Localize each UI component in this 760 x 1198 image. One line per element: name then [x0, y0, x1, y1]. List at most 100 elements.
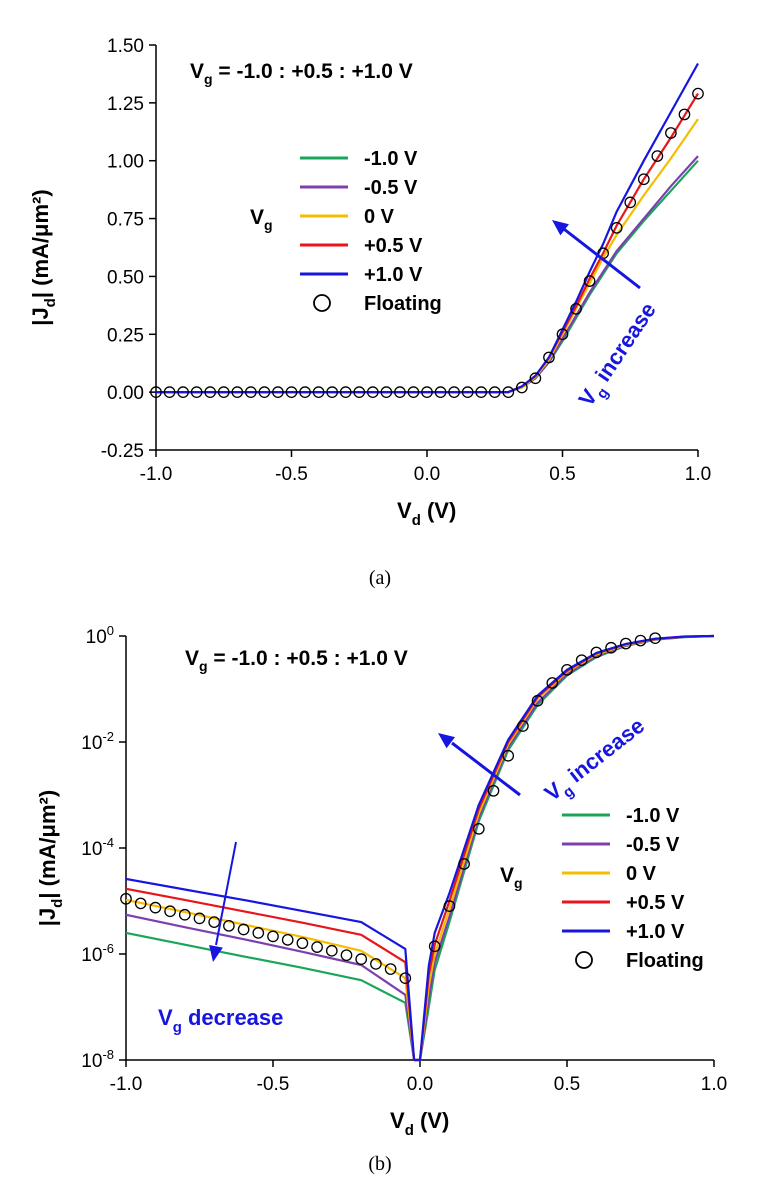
- floating-marker: [529, 372, 542, 385]
- plot-title: Vg = -1.0 : +0.5 : +1.0 V: [185, 647, 408, 674]
- x-tick-label: 0.0: [414, 464, 440, 485]
- legend-group-label: Vg: [500, 864, 523, 891]
- floating-marker: [475, 386, 488, 398]
- floating-marker: [487, 784, 500, 797]
- legend-marker: [575, 951, 593, 969]
- decrease-arrowhead: [209, 944, 223, 962]
- floating-marker: [245, 386, 257, 398]
- floating-marker: [267, 930, 279, 943]
- series-line: [156, 62, 699, 394]
- legend-label: +1.0 V: [364, 264, 423, 286]
- floating-marker: [488, 386, 501, 398]
- floating-marker: [590, 646, 603, 659]
- decrease-annotation: Vg decrease: [158, 1005, 283, 1036]
- legend-label: +0.5 V: [364, 235, 423, 257]
- x-tick-label: -0.5: [257, 1074, 290, 1095]
- floating-marker: [380, 386, 393, 398]
- floating-marker: [272, 386, 284, 398]
- floating-marker: [325, 944, 338, 957]
- legend: -1.0 V -0.5 V 0 V +0.5 V +1.0 V Floating Vg: [250, 148, 442, 315]
- floating-marker: [649, 632, 662, 645]
- floating-marker: [384, 963, 397, 975]
- decrease-arrow: [215, 841, 237, 946]
- panel-b: -1.0 -0.5 0.0 0.5 1.0 100 10-2 10-4 10-6 10-8 Vd (…: [35, 623, 727, 1175]
- floating-marker: [217, 386, 230, 398]
- floating-marker: [634, 634, 647, 647]
- floating-marker: [575, 654, 588, 667]
- y-tick-label: 0.00: [107, 383, 144, 404]
- y-tick-label: 100: [86, 623, 114, 648]
- y-axis-label: |Jd| (mA/μm²): [28, 189, 59, 325]
- x-tick-label: 0.0: [407, 1074, 433, 1095]
- x-axis-label: Vd (V): [397, 498, 456, 529]
- floating-marker: [394, 386, 406, 398]
- floating-marker: [502, 386, 515, 398]
- floating-marker: [339, 386, 352, 398]
- floating-marker: [624, 196, 637, 209]
- floating-marker: [281, 933, 294, 946]
- x-axis-label: Vd (V): [390, 1108, 449, 1139]
- floating-marker: [299, 386, 311, 398]
- floating-marker: [531, 694, 544, 707]
- floating-marker: [556, 328, 569, 341]
- x-tick-label: 1.0: [685, 464, 711, 485]
- floating-marker: [461, 386, 474, 398]
- increase-arrow: [451, 741, 521, 797]
- legend-label: -1.0 V: [626, 805, 680, 827]
- floating-marker: [285, 386, 298, 398]
- floating-marker: [502, 749, 515, 762]
- floating-marker: [651, 150, 664, 162]
- y-tick-label: -0.25: [101, 441, 144, 462]
- floating-marker: [366, 386, 379, 398]
- plot-title: Vg = -1.0 : +0.5 : +1.0 V: [190, 60, 413, 87]
- y-axis-label: |Jd| (mA/μm²): [35, 790, 66, 926]
- floating-marker: [223, 919, 235, 932]
- floating-marker: [326, 386, 338, 398]
- floating-marker: [605, 641, 617, 654]
- floating-marker: [692, 87, 704, 100]
- x-tick-label: 1.0: [701, 1074, 727, 1095]
- floating-marker: [208, 916, 221, 928]
- legend-label: 0 V: [364, 206, 395, 228]
- floating-marker: [150, 386, 162, 398]
- panel-caption: (b): [368, 1153, 391, 1175]
- y-tick-label: 10-6: [81, 941, 114, 966]
- y-tick-label: 0.75: [107, 210, 144, 231]
- floating-marker: [340, 949, 353, 962]
- floating-marker: [421, 386, 433, 398]
- floating-marker: [163, 386, 176, 398]
- floating-marker: [665, 127, 677, 139]
- legend-label: 0 V: [626, 863, 657, 885]
- floating-marker: [428, 940, 441, 953]
- y-tick-label: 10-8: [81, 1047, 114, 1072]
- x-tick-label: -0.5: [275, 464, 308, 485]
- legend-label: -1.0 V: [364, 148, 418, 170]
- floating-marker: [355, 953, 368, 965]
- y-tick-label: 10-4: [81, 835, 114, 860]
- floating-marker: [610, 221, 623, 234]
- floating-marker: [517, 720, 529, 732]
- floating-marker: [515, 381, 528, 394]
- y-tick-label: 1.50: [107, 36, 144, 57]
- floating-marker: [258, 386, 271, 398]
- floating-marker: [177, 386, 189, 398]
- x-tick-label: 0.5: [549, 464, 575, 485]
- y-tick-label: 0.25: [107, 325, 144, 346]
- legend-label: Floating: [364, 293, 442, 315]
- floating-marker: [252, 927, 265, 939]
- legend: -1.0 V -0.5 V 0 V +0.5 V +1.0 V Floating Vg: [500, 805, 704, 972]
- floating-marker: [637, 173, 650, 186]
- y-tick-label: 1.25: [107, 94, 144, 115]
- floating-marker: [399, 972, 412, 985]
- panel-a: -1.0 -0.5 0.0 0.5 1.0 -0.25 0.00 0.25 0.50 0.75 1.…: [28, 36, 711, 589]
- floating-marker: [311, 941, 323, 953]
- floating-marker: [178, 908, 191, 921]
- floating-marker: [434, 386, 447, 398]
- floating-marker: [678, 108, 691, 121]
- floating-marker: [472, 822, 485, 835]
- increase-arrowhead: [552, 220, 569, 236]
- panel-caption: (a): [369, 567, 391, 589]
- y-tick-label: 10-2: [81, 729, 114, 754]
- legend-label: +0.5 V: [626, 892, 685, 914]
